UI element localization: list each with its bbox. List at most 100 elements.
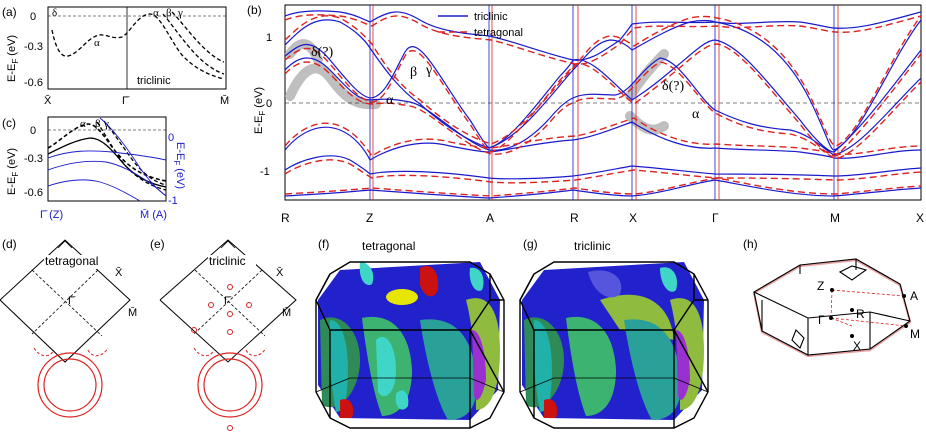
panel-b-tet-band-3 (285, 15, 921, 147)
panel-a-ytick-1: -0.3 (24, 41, 43, 53)
panel-h-path-z-gamma (830, 289, 833, 319)
panel-h-path-gamma-x (830, 317, 853, 327)
panel-f-cyan-sheet-3 (420, 319, 477, 420)
panel-b-tri-band-3 (285, 19, 921, 151)
panel-c-blue-band-4 (48, 179, 141, 201)
panel-a-note: triclinic (137, 75, 171, 87)
panel-f-bz-wireframe (315, 261, 505, 429)
panel-h-label-m: M (910, 327, 920, 341)
panel-c-blue-band-2 (48, 160, 166, 197)
panel-c-ytick-0: 0 (30, 125, 36, 137)
panel-h-point-gamma (829, 316, 833, 320)
panel-b-label-alpha-right: α (692, 107, 700, 122)
panel-b-xtick-a: A (486, 211, 494, 225)
panel-b-xtick-x2: X (916, 211, 924, 225)
panel-h-tri-verticals (761, 259, 871, 355)
panel-e-label-x: X̄ (276, 266, 284, 279)
panel-g-cyan-pocket-1 (660, 267, 678, 292)
panel-e-label-m: M̄ (282, 306, 291, 319)
panel-d-title-bg (44, 255, 104, 269)
panel-h-top-cap (838, 265, 868, 281)
panel-f-yellow-pocket (386, 289, 418, 305)
panel-b-tet-band-1 (285, 61, 921, 160)
panel-e: (e) triclinic X̄ Γ̄ M̄ (150, 237, 297, 431)
panel-b-xtick-gamma: Γ (712, 211, 719, 225)
panel-e-pocket-dot (191, 327, 197, 333)
panel-g-fermi-surface (522, 262, 704, 420)
panel-b-ytick-2: -1 (260, 166, 270, 178)
panel-e-pocket-left (193, 347, 215, 357)
panel-d-label-gamma: Γ̄ (68, 295, 76, 307)
panel-f-bz-top-face (315, 273, 491, 331)
panel-e-pocket-dot (227, 425, 233, 431)
panel-g: (g) triclinic (519, 237, 709, 429)
panel-c-ylabel: E-EF (eV) (6, 148, 20, 195)
panel-b-tet-band-7 (285, 177, 921, 197)
panel-f-cyan-sheet-1 (329, 320, 348, 412)
panel-d-label-x: X̄ (115, 266, 123, 279)
panel-b-highlight-alpha-left (285, 63, 381, 110)
panel-h-tag: (h) (743, 237, 758, 251)
panel-e-title-bg (208, 255, 256, 269)
panel-b-bands (285, 10, 921, 199)
panel-h-label-z: Z (817, 279, 824, 293)
panel-g-green-sheet-2 (566, 316, 616, 416)
panel-h-path-z-a (831, 289, 905, 297)
panel-h-point-x (850, 334, 854, 338)
panel-c-frame (47, 116, 167, 202)
panel-d-pocket-left (33, 347, 55, 357)
panel-g-bz-top-face (519, 273, 695, 331)
panel-b-label-delta-left: δ(?) (311, 45, 333, 60)
panel-e-tag: (e) (150, 237, 165, 251)
panel-f-cyan-pocket-3 (395, 390, 409, 410)
panel-g-red-pocket (544, 399, 558, 418)
panel-a-tag: (a) (2, 5, 17, 19)
panel-c-label-beta: β (95, 118, 101, 130)
panel-e-pocket-dot (246, 302, 252, 308)
panel-f-red-pocket-2 (340, 399, 354, 418)
panel-g-bz-mid-line (519, 377, 709, 393)
panel-c-xtick-0: Γ̄ (Z) (40, 209, 63, 221)
panel-a: (a) 0 -0.3 -0.6 E-EF (eV) δ α α β γ tric… (2, 5, 229, 107)
panel-b-ytick-1: 0 (266, 98, 272, 110)
panel-d-pocket-right (87, 347, 109, 357)
panel-c-ytick-2: -0.6 (24, 187, 43, 199)
panel-e-diag-2 (193, 269, 263, 335)
panel-c-band-black-solid (48, 137, 166, 188)
panel-h-point-r (850, 308, 854, 312)
panel-f-cyan-sheet-2 (376, 336, 396, 397)
panel-g-blue-pocket (588, 270, 622, 298)
panel-e-small-pockets (191, 284, 252, 431)
legend-triclinic-label: triclinic (474, 11, 508, 23)
panel-b-tri-band-6 (285, 155, 921, 180)
panel-a-band-alpha (51, 13, 225, 80)
panel-h-points (829, 288, 908, 338)
panel-g-magenta-sheet (676, 330, 690, 400)
panel-b-tri-band-4 (285, 10, 921, 61)
panel-b-xtick-x1: X (629, 211, 637, 225)
panel-b-label-beta: β (410, 65, 417, 80)
panel-d-tag: (d) (2, 237, 17, 251)
panel-e-fs-outer (197, 352, 263, 418)
panel-b-xtick-r2: R (570, 211, 579, 225)
panel-b-xtick-m: M (830, 211, 840, 225)
panel-h-tet-outline (752, 258, 912, 358)
panel-f-cyan-pocket-2 (469, 267, 484, 291)
panel-b-xtick-r1: R (281, 211, 290, 225)
panel-b-tet-band-5 (285, 117, 921, 157)
panel-b-tri-band-1 (285, 57, 921, 156)
panel-e-bz-outline (159, 239, 297, 363)
panel-h-path-gamma-m (830, 317, 907, 327)
panel-f-cyan-pocket-1 (359, 262, 374, 286)
panel-c-band-gamma (103, 120, 166, 186)
panel-b-tet-band-6 (285, 159, 921, 184)
panel-b-tri-band-5 (285, 121, 921, 161)
panel-c-blue-band-1 (48, 150, 166, 161)
panel-g-cyan-sheet-1 (533, 320, 552, 412)
panel-a-ylabel: E-EF (eV) (6, 35, 20, 82)
panel-h-path-lines (830, 289, 907, 327)
panel-a-frame (47, 6, 227, 90)
panel-a-label-delta: δ (52, 7, 57, 19)
panel-a-xtick-0: X̄ (44, 94, 52, 107)
panel-a-label-beta: β (166, 7, 172, 19)
